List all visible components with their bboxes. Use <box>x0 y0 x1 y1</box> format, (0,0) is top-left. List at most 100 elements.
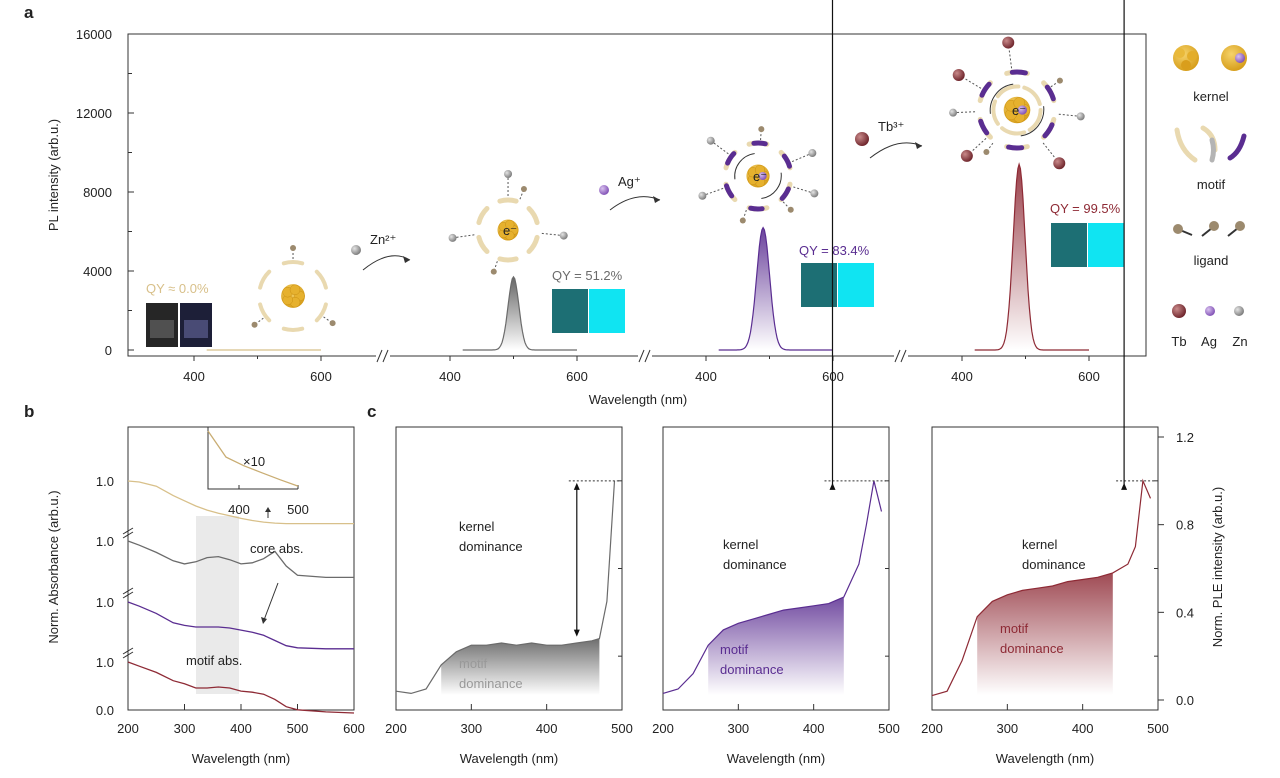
xtick-label: 400 <box>183 369 205 384</box>
ple-curve <box>395 480 616 695</box>
absorbance-curve <box>127 661 355 714</box>
ple-area <box>977 572 1113 695</box>
electron-label: e⁻ <box>753 169 767 184</box>
ligand-icon <box>758 126 765 133</box>
inset-curve <box>207 430 299 487</box>
zn-atom-icon <box>448 233 457 242</box>
axis-break-icon <box>122 591 134 599</box>
legend-tb: Tb <box>1171 334 1186 349</box>
kernel-dominance-label: kernel <box>1022 537 1058 552</box>
axis-break-icon <box>122 531 134 539</box>
ligand-icon <box>1056 77 1063 84</box>
panel-c-xlabel: Wavelength (nm) <box>460 751 559 766</box>
kernel-dominance-label: dominance <box>723 557 787 572</box>
axis-break-icon <box>122 587 134 595</box>
panel-c-ylabel: Norm. PLE intensity (arb.u.) <box>1210 487 1225 647</box>
tb-atom-icon <box>1172 304 1186 318</box>
ag-atom-icon <box>1205 306 1215 316</box>
kernel-dominance-label: kernel <box>723 537 759 552</box>
ag-atom-icon <box>1017 105 1027 115</box>
motif-dominance-label: motif <box>720 642 749 657</box>
ytick-label: 1.2 <box>1176 430 1194 445</box>
panel-letter-b: b <box>24 402 34 421</box>
xtick-label: 500 <box>1147 721 1169 736</box>
axis-break-icon <box>382 349 389 363</box>
legend-kernel: kernel <box>1193 89 1229 104</box>
core-abs-label: core abs. <box>250 541 303 556</box>
zn-atom-icon <box>808 149 817 158</box>
ag-atom-icon <box>758 171 767 181</box>
axis-break-icon <box>894 349 901 363</box>
panel-a: 16000 12000 8000 4000 0 400 600 400 600 400 600 40… <box>46 27 1248 407</box>
ligand-icon <box>290 245 297 252</box>
axis-break-icon <box>644 349 651 363</box>
ytick-label: 0.8 <box>1176 518 1194 533</box>
qy-label-2: QY = 83.4% <box>799 243 870 258</box>
pl-spectrum-line <box>462 275 577 351</box>
legend-ligand: ligand <box>1194 253 1229 268</box>
motif-icon <box>1174 125 1247 163</box>
panel-c-xlabel: Wavelength (nm) <box>727 751 826 766</box>
panel-c: 200 300 400 500 Wavelength (nm) kernel dominan… <box>385 0 1225 766</box>
motif-abs-label: motif abs. <box>186 653 242 668</box>
arrowhead-icon <box>573 629 580 637</box>
zn-atom-icon <box>706 136 715 145</box>
ytick-label: 16000 <box>76 27 112 42</box>
arrow-icon <box>263 582 279 621</box>
xtick-label: 400 <box>951 369 973 384</box>
pl-spectrum-line <box>718 226 833 351</box>
kernel-dominance-label: kernel <box>459 519 495 534</box>
panel-letter-c: c <box>367 402 376 421</box>
motif-dominance-label: motif <box>459 656 488 671</box>
panel-b: 200 300 400 500 600 1.0 1.0 1.0 1.0 0.0 400 500 ×… <box>46 426 365 766</box>
xtick-label: 200 <box>117 721 139 736</box>
panel-a-ylabel: PL intensity (arb.u.) <box>46 119 61 231</box>
inset-label: ×10 <box>243 454 265 469</box>
ytick-label: 8000 <box>83 185 112 200</box>
panel-b-xlabel: Wavelength (nm) <box>192 751 291 766</box>
axis-break-icon <box>376 349 383 363</box>
dopant-zn: Zn²⁺ <box>351 232 411 271</box>
qy-label-0: QY ≈ 0.0% <box>146 281 209 296</box>
absorbance-curve <box>127 480 354 525</box>
dopant-label-zn: Zn²⁺ <box>370 232 396 247</box>
panel-a-frame <box>127 33 1147 357</box>
dopant-label-ag: Ag⁺ <box>618 174 641 189</box>
ligand-icon <box>520 185 527 192</box>
legend-zn: Zn <box>1232 334 1247 349</box>
cuvette-photo-3 <box>1051 223 1124 267</box>
ytick-label: 0.0 <box>1176 693 1194 708</box>
axis-break-icon <box>122 647 134 655</box>
axis-break-icon <box>900 349 907 363</box>
ligand-icon <box>490 268 497 275</box>
ytick-label: 1.0 <box>96 595 114 610</box>
tb-atom-icon <box>1002 36 1015 49</box>
xtick-label: 200 <box>921 721 943 736</box>
transfer-arrow-icon <box>989 83 1014 114</box>
xtick-label: 600 <box>310 369 332 384</box>
panel-a-xlabel: Wavelength (nm) <box>589 392 688 407</box>
xtick-label: 600 <box>566 369 588 384</box>
xtick-label: 500 <box>611 721 633 736</box>
transfer-arrow-icon <box>761 172 782 199</box>
ytick-label: 4000 <box>83 264 112 279</box>
ligand-icon <box>1173 221 1245 237</box>
electron-label: e⁻ <box>503 223 517 238</box>
ple-area <box>441 638 600 695</box>
absorption-shade <box>196 516 239 694</box>
xtick-label: 600 <box>1078 369 1100 384</box>
ligand-icon <box>787 206 794 213</box>
xtick-label: 400 <box>536 721 558 736</box>
tb-atom-icon <box>855 132 869 146</box>
transfer-arrow-icon <box>1020 106 1045 137</box>
motif-dominance-label: motif <box>1000 621 1029 636</box>
xtick-label: 400 <box>439 369 461 384</box>
arrowhead-icon <box>573 482 580 490</box>
electron-label: e⁻ <box>1012 103 1026 118</box>
inset: 400 500 ×10 <box>207 427 309 518</box>
legend-ag: Ag <box>1201 334 1217 349</box>
tb-atom-icon <box>1053 157 1066 170</box>
xtick-label: 300 <box>996 721 1018 736</box>
inset-xtick: 400 <box>228 502 250 517</box>
